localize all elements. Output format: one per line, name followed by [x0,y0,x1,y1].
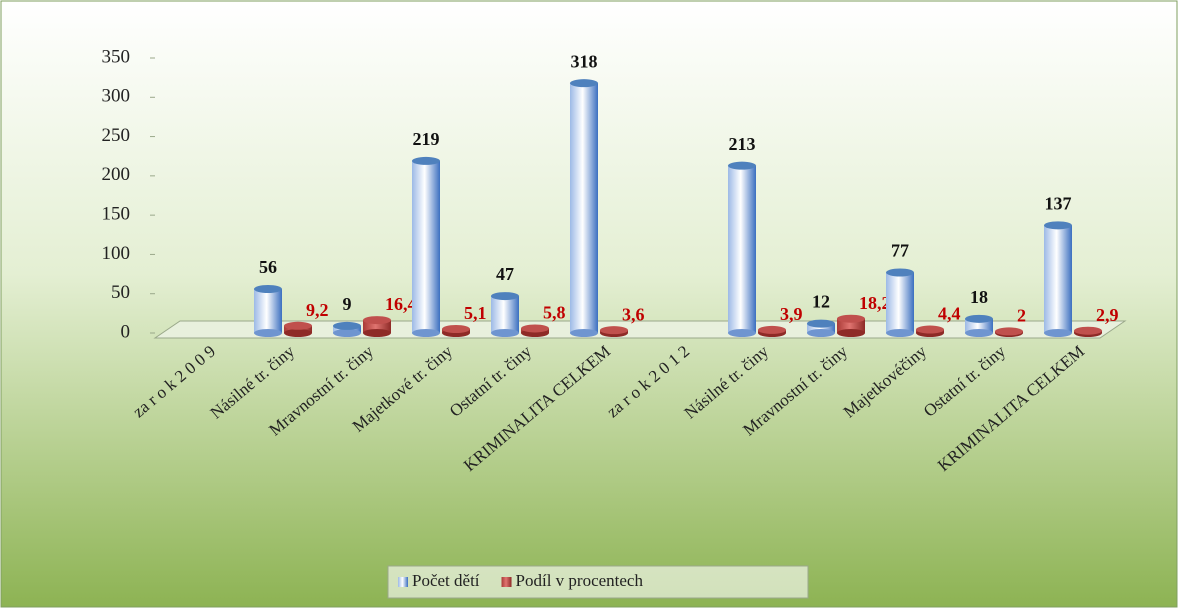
bar-base [333,329,361,337]
bar-base [284,329,312,337]
value-label: 47 [496,264,514,284]
y-tick-label: 50 [111,282,130,303]
bar-cap [521,324,549,333]
value-label: 318 [571,51,598,71]
bar [570,83,598,334]
bar [254,289,282,333]
value-label: 18,2 [859,293,891,313]
bar-cap [728,161,756,170]
value-label: 5,1 [464,303,487,323]
bar-cap [916,325,944,334]
bar-cap [570,79,598,88]
bar-cap [1044,221,1072,230]
value-label: 3,9 [780,304,803,324]
bar-cap [837,314,865,323]
bar [886,272,914,333]
value-label: 213 [729,134,756,154]
value-label: 219 [413,129,440,149]
bar-base [807,329,835,337]
value-label: 5,8 [543,303,566,323]
bar-cap [254,285,282,293]
bar-cap [491,292,519,301]
bar-cap [965,314,993,323]
bar-base [1044,329,1072,337]
value-label: 12 [812,292,830,312]
bar-cap [600,326,628,335]
value-label: 16,4 [385,294,417,314]
floor [153,320,1127,339]
bar-cap [807,319,835,328]
bar-base [412,329,440,337]
bar-cap [333,321,361,330]
bar [412,160,440,333]
bar-cap [412,156,440,165]
legend-label: Podíl v procentech [516,571,644,590]
value-label: 137 [1045,193,1072,213]
bar [1044,225,1072,333]
bar-cap [284,321,312,330]
y-tick-label: 200 [102,164,131,185]
legend-box [387,565,809,599]
bar-base [886,329,914,337]
bar [491,296,519,333]
y-tick-label: 100 [102,243,131,264]
bar-base [491,329,519,337]
bar-base [728,329,756,337]
bar [807,323,835,333]
bar-cap [758,325,786,334]
value-label: 77 [891,241,909,261]
y-tick-label: 150 [102,204,131,225]
bar [965,318,993,333]
y-tick-label: 300 [102,86,131,107]
bar-base [965,329,993,337]
bar-base [837,329,865,337]
legend-label: Počet dětí [412,571,480,590]
bar-cap [1074,326,1102,335]
y-tick-label: 350 [102,46,131,67]
value-label: 3,6 [622,304,645,324]
bar-cap [995,327,1023,336]
value-label: 4,4 [938,304,961,324]
bar-base [570,329,598,337]
legend-marker [398,577,408,587]
bar-cap [442,324,470,333]
value-label: 18 [970,287,988,307]
bar [837,318,865,333]
bar [728,165,756,333]
value-label: 2 [1017,306,1026,326]
value-label: 9,2 [306,300,329,320]
y-tick-label: 0 [121,321,131,342]
legend-marker [501,577,512,587]
bar-cap [886,268,914,277]
bar-cap [363,316,391,325]
value-label: 2,9 [1096,305,1119,325]
y-tick-label: 250 [102,125,131,146]
bar-base [254,329,282,337]
bar-base [363,329,391,337]
value-label: 56 [259,257,277,277]
value-label: 9 [343,294,352,314]
